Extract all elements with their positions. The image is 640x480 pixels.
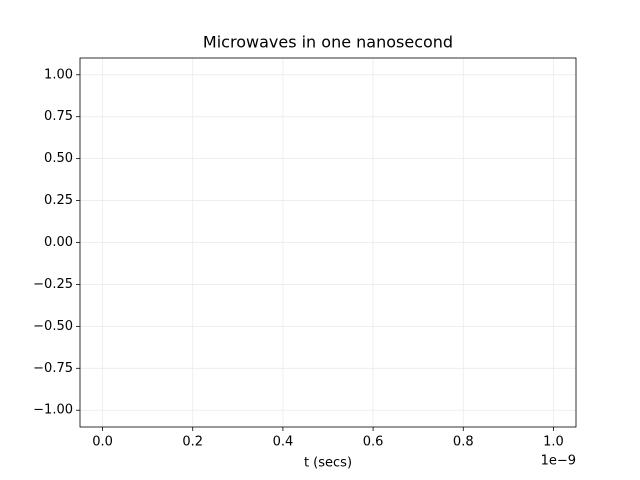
- x-tick-label: 0.2: [182, 435, 203, 450]
- y-tick-label: −0.25: [33, 277, 73, 292]
- x-axis-label: t (secs): [304, 456, 352, 471]
- x-tick-label: 0.8: [453, 435, 474, 450]
- y-tick-label: −0.75: [33, 361, 73, 376]
- x-tick-label: 0.0: [92, 435, 113, 450]
- y-tick-label: 0.75: [44, 109, 73, 124]
- plot-frame: [79, 57, 577, 428]
- x-tick-label: 1.0: [543, 435, 564, 450]
- y-tick-label: −0.50: [33, 319, 73, 334]
- y-tick-label: 0.50: [44, 151, 73, 166]
- chart-title: Microwaves in one nanosecond: [203, 33, 453, 52]
- y-tick-label: 1.00: [44, 67, 73, 82]
- y-tick-label: 0.00: [44, 235, 73, 250]
- x-tick-label: 0.4: [273, 435, 294, 450]
- y-tick-label: −1.00: [33, 403, 73, 418]
- y-tick-label: 0.25: [44, 193, 73, 208]
- x-tick-label: 0.6: [363, 435, 384, 450]
- x-offset-label: 1e−9: [541, 454, 576, 469]
